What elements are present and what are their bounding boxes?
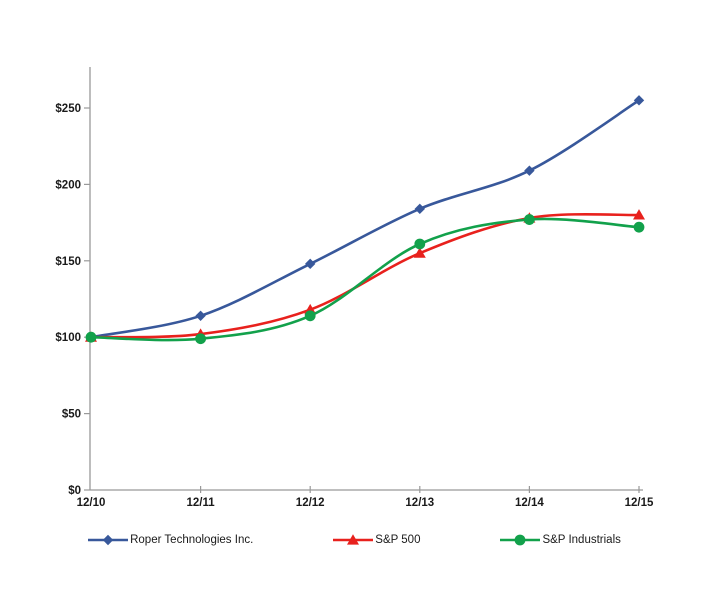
x-tick-label: 12/14 xyxy=(515,497,544,509)
circle-marker-icon xyxy=(85,331,97,343)
diamond-marker-icon xyxy=(102,534,114,546)
chart-legend: Roper Technologies Inc. S&P 500 S&P Indu… xyxy=(0,533,709,547)
circle-marker-icon xyxy=(195,333,207,345)
diamond-marker-icon xyxy=(414,203,425,215)
triangle-marker-icon xyxy=(633,209,645,220)
circle-marker-icon xyxy=(500,534,541,546)
x-tick-label: 12/11 xyxy=(187,497,216,509)
triangle-marker-icon xyxy=(413,247,426,258)
series-line xyxy=(89,99,641,339)
diamond-marker-icon xyxy=(633,95,645,106)
circle-marker-icon xyxy=(515,534,526,546)
legend-label-roper-technologies: Roper Technologies Inc. xyxy=(130,534,254,546)
triangle-marker-icon xyxy=(347,534,360,545)
diamond-marker-icon xyxy=(524,165,535,176)
legend-label-sp-industrials: S&P Industrials xyxy=(542,534,621,546)
y-tick-label: $50 xyxy=(62,409,81,421)
circle-marker-icon xyxy=(524,214,535,225)
series-line xyxy=(89,217,641,342)
x-tick-label: 12/15 xyxy=(625,497,654,509)
y-tick-label: $150 xyxy=(55,256,81,268)
performance-chart-plot: $0 $50 $100 $150 $200 $250 12/10 12/11 12/12 12/1… xyxy=(55,67,654,509)
diamond-marker-icon xyxy=(305,258,316,270)
y-tick-label: $200 xyxy=(55,179,81,191)
circle-marker-icon xyxy=(633,221,645,233)
circle-marker-icon xyxy=(414,238,426,250)
diamond-marker-icon xyxy=(195,310,206,322)
legend-item-sp-industrials: S&P Industrials xyxy=(500,533,621,547)
legend-label-sp500: S&P 500 xyxy=(375,534,421,546)
diamond-marker-icon xyxy=(88,534,129,546)
y-tick-label: $0 xyxy=(68,485,81,497)
circle-marker-icon xyxy=(304,310,316,322)
x-tick-label: 12/10 xyxy=(77,497,106,509)
x-tick-label: 12/12 xyxy=(296,497,325,509)
y-tick-label: $250 xyxy=(55,103,81,115)
legend-item-roper-technologies: Roper Technologies Inc. xyxy=(88,533,253,547)
y-tick-label: $100 xyxy=(55,332,81,344)
triangle-marker-icon xyxy=(333,534,374,545)
series-line xyxy=(89,212,641,339)
legend-item-sp500: S&P 500 xyxy=(333,533,420,547)
x-tick-label: 12/13 xyxy=(405,497,434,509)
